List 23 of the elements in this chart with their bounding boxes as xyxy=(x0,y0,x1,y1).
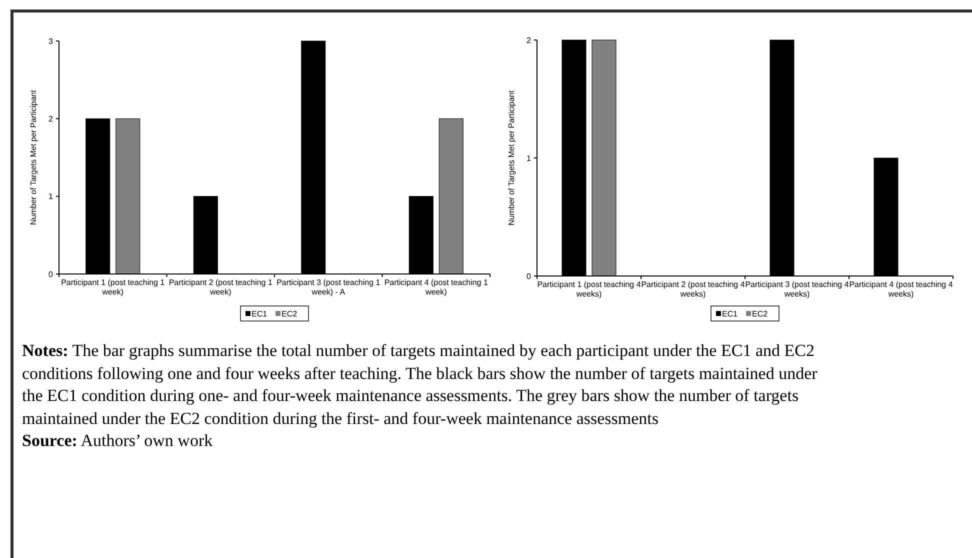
source-note: Source: Authors’ own work xyxy=(22,430,214,452)
x-tick-label: Participant 2 (post teaching 1 week) xyxy=(168,278,273,296)
y-tick-label: 1 xyxy=(48,192,54,202)
y-tick-label: 1 xyxy=(526,154,532,163)
y-axis-title: Number of Targets Met per Participant xyxy=(507,90,516,226)
y-tick-label: 2 xyxy=(48,114,54,124)
legend-label: EC2 xyxy=(282,310,298,318)
legend-label: EC1 xyxy=(722,310,738,318)
y-tick-label: 0 xyxy=(526,272,532,281)
x-tick-label: Participant 2 (post teaching 4 weeks) xyxy=(641,280,746,298)
y-tick-label: 2 xyxy=(526,36,532,45)
x-tick-label: Participant 1 (post teaching 1 week) xyxy=(61,278,166,296)
y-tick-label: 0 xyxy=(48,270,54,279)
legend-label: EC1 xyxy=(252,310,268,318)
legend-label: EC2 xyxy=(752,310,768,318)
y-axis-title: Number of Targets Met per Participant xyxy=(29,89,38,226)
x-tick-label: Participant 3 (post teaching 4 weeks) xyxy=(745,280,850,298)
x-tick-label: Participant 4 (post teaching 4 weeks) xyxy=(849,280,954,298)
y-tick-label: 3 xyxy=(48,36,54,46)
x-tick-label: Participant 3 (post teaching 1 week) - A xyxy=(276,278,381,296)
text: Notes: The bar graphs summarise the total number of targets maintained by each participant under the EC1 and EC2 conditions following one and four weeks after teaching. The black bars show the number of targets maintained under the EC1 condition during one- and four-week maintenance assessments. The grey bars show the number of targets maintained under the EC2 condition during the first- and four-week maintenance assessments xyxy=(22,340,818,430)
x-tick-label: Participant 1 (post teaching 4 weeks) xyxy=(537,280,642,298)
x-tick-label: Participant 4 (post teaching 1 week) xyxy=(384,278,488,296)
